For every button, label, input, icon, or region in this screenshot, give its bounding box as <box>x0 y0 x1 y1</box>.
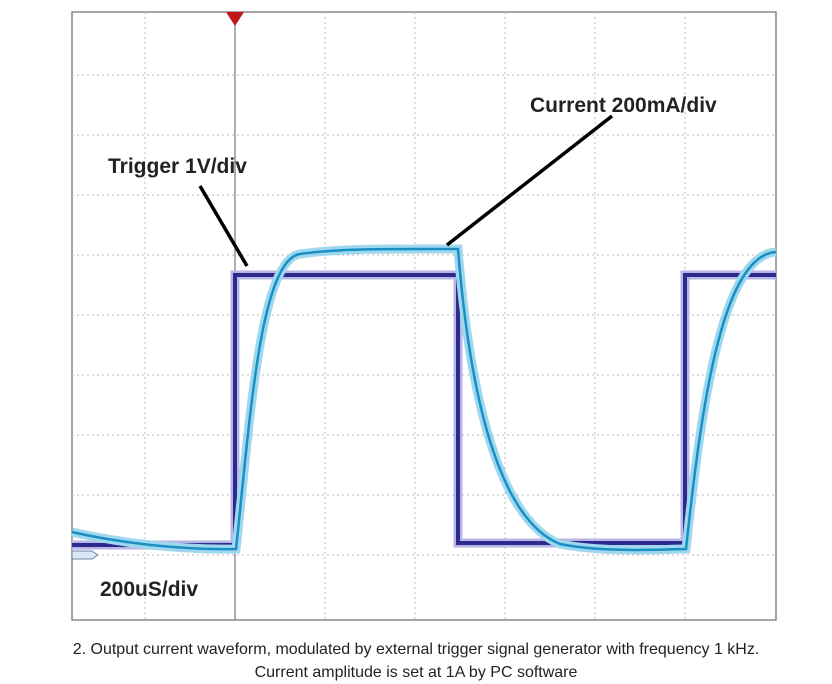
current-pointer <box>445 114 614 247</box>
caption-line: 2. Output current waveform, modulated by… <box>73 641 760 658</box>
timebase-label: 200uS/div <box>100 578 198 601</box>
grid <box>72 12 776 620</box>
current-label: Current 200mA/div <box>530 94 717 117</box>
trigger-trace <box>72 273 776 547</box>
trigger-marker <box>226 12 244 26</box>
caption-line: Current amplitude is set at 1A by PC sof… <box>255 664 578 681</box>
trigger-label: Trigger 1V/div <box>108 155 247 178</box>
ground-marker <box>71 550 99 560</box>
trigger-pointer <box>198 185 249 267</box>
screen <box>71 11 777 621</box>
current-trace <box>71 247 777 552</box>
